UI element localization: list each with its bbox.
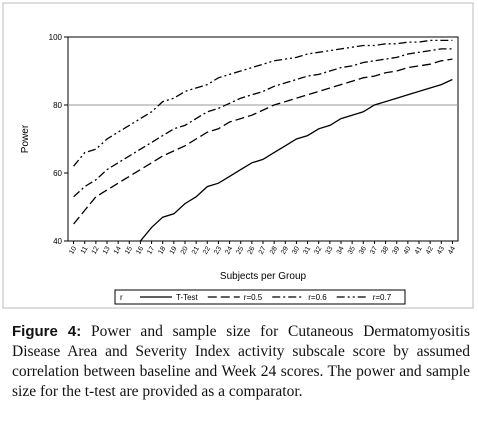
x-tick-label: 27 xyxy=(258,245,268,255)
x-tick-label: 17 xyxy=(146,245,156,255)
x-tick-label: 29 xyxy=(280,245,290,255)
x-tick-label: 40 xyxy=(403,245,413,255)
x-tick-label: 42 xyxy=(425,245,435,255)
x-tick-label: 37 xyxy=(369,245,379,255)
series-line xyxy=(139,78,453,241)
x-tick-label: 30 xyxy=(291,245,301,255)
y-axis-title: Power xyxy=(20,124,31,153)
series-line xyxy=(73,58,453,225)
y-tick-label: 80 xyxy=(53,101,62,110)
x-tick-label: 36 xyxy=(358,245,368,255)
figure-frame xyxy=(2,2,474,309)
legend-label: T-Test xyxy=(176,293,199,302)
legend-label: r=0.5 xyxy=(244,293,263,302)
caption-label: Figure 4: xyxy=(12,323,82,340)
x-tick-label: 32 xyxy=(313,245,323,255)
x-tick-label: 14 xyxy=(113,245,123,255)
x-tick-label: 34 xyxy=(336,245,346,255)
x-tick-label: 11 xyxy=(80,245,90,255)
x-tick-label: 13 xyxy=(102,245,112,255)
x-tick-label: 10 xyxy=(68,245,78,255)
x-tick-label: 38 xyxy=(380,245,390,255)
x-tick-label: 35 xyxy=(347,245,357,255)
x-tick-label: 28 xyxy=(269,245,279,255)
series-line xyxy=(73,39,453,167)
x-tick-label: 25 xyxy=(235,245,245,255)
y-tick-label: 60 xyxy=(53,169,62,178)
legend-box xyxy=(114,289,406,305)
x-tick-label: 44 xyxy=(447,245,457,255)
x-axis-title: Subjects per Group xyxy=(220,271,307,282)
x-tick-label: 15 xyxy=(124,245,134,255)
x-tick-label: 31 xyxy=(302,245,312,255)
x-tick-label: 19 xyxy=(169,245,179,255)
x-tick-label: 21 xyxy=(191,245,201,255)
figure-chart: Power Subjects per Group 40 60 80 100 10 11 12… xyxy=(2,2,474,309)
y-tick-label: 100 xyxy=(49,33,63,42)
x-tick-label: 43 xyxy=(436,245,446,255)
x-tick-label: 26 xyxy=(247,245,257,255)
x-tick-label: 16 xyxy=(135,245,145,255)
x-tick-label: 22 xyxy=(202,245,212,255)
x-tick-label: 12 xyxy=(91,245,101,255)
x-tick-label: 41 xyxy=(414,245,424,255)
x-tick-label: 18 xyxy=(157,245,167,255)
legend-label: r=0.7 xyxy=(373,293,392,302)
figure-caption: Figure 4: Power and sample size for Cuta… xyxy=(12,322,470,402)
y-tick-label: 40 xyxy=(53,237,62,246)
legend-label: r=0.6 xyxy=(308,293,327,302)
legend-title: r xyxy=(120,293,123,302)
caption-text: Power and sample size for Cutaneous Derm… xyxy=(12,323,471,400)
x-tick-label: 39 xyxy=(391,245,401,255)
x-tick-label: 20 xyxy=(180,245,190,255)
x-tick-label: 23 xyxy=(213,245,223,255)
x-tick-label: 33 xyxy=(325,245,335,255)
x-tick-label: 24 xyxy=(224,245,234,255)
